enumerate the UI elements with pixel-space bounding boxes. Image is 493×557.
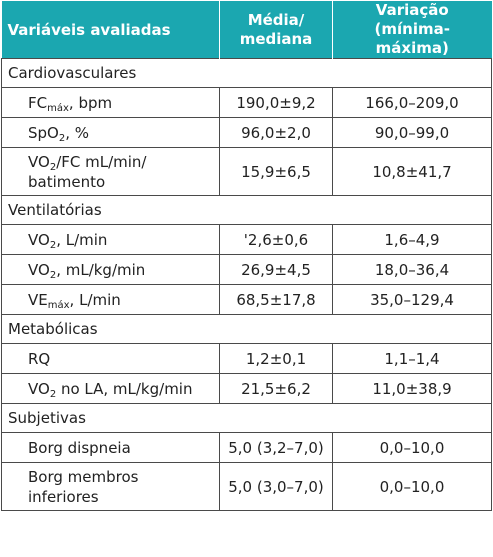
table-row: VEmáx, L/min 68,5±17,8 35,0–129,4 (1, 284, 492, 315)
row-mean: 68,5±17,8 (219, 284, 333, 315)
row-range: 0,0–10,0 (332, 462, 492, 511)
table-row: VO2/FC mL/min/batimento 15,9±6,5 10,8±41… (1, 147, 492, 196)
header-variables: Variáveis avaliadas (1, 1, 220, 59)
section-title: Ventilatórias (1, 195, 492, 225)
section-row: Cardiovasculares (1, 58, 492, 88)
row-range: 11,0±38,9 (332, 373, 492, 404)
table-row: Borg dispneia 5,0 (3,2–7,0) 0,0–10,0 (1, 432, 492, 463)
table-row: VO2, mL/kg/min 26,9±4,5 18,0–36,4 (1, 254, 492, 285)
table-row: FCmáx, bpm 190,0±9,2 166,0–209,0 (1, 87, 492, 118)
table-row: VO2, L/min '2,6±0,6 1,6–4,9 (1, 224, 492, 255)
table-row: Borg membros inferiores 5,0 (3,0–7,0) 0,0… (1, 462, 492, 511)
row-label: SpO2, % (1, 117, 220, 148)
table-header-row: Variáveis avaliadas Média/ mediana Varia… (1, 1, 492, 59)
row-mean: 5,0 (3,2–7,0) (219, 432, 333, 463)
row-range: 1,6–4,9 (332, 224, 492, 255)
table-row: VO2 no LA, mL/kg/min 21,5±6,2 11,0±38,9 (1, 373, 492, 404)
row-label: FCmáx, bpm (1, 87, 220, 118)
row-label: VO2, L/min (1, 224, 220, 255)
section-row: Ventilatórias (1, 195, 492, 225)
table-row: RQ 1,2±0,1 1,1–1,4 (1, 343, 492, 374)
row-range: 18,0–36,4 (332, 254, 492, 285)
section-title: Metabólicas (1, 314, 492, 344)
section-title: Subjetivas (1, 403, 492, 433)
row-label: VEmáx, L/min (1, 284, 220, 315)
section-row: Metabólicas (1, 314, 492, 344)
row-mean: '2,6±0,6 (219, 224, 333, 255)
row-range: 10,8±41,7 (332, 147, 492, 196)
row-label: Borg membros inferiores (1, 462, 220, 511)
row-mean: 15,9±6,5 (219, 147, 333, 196)
row-mean: 190,0±9,2 (219, 87, 333, 118)
section-row: Subjetivas (1, 403, 492, 433)
row-range: 35,0–129,4 (332, 284, 492, 315)
section-title: Cardiovasculares (1, 58, 492, 88)
header-range-line1: Variação (375, 1, 449, 19)
header-range-line2: (mínima-máxima) (374, 20, 450, 57)
row-range: 90,0–99,0 (332, 117, 492, 148)
row-mean: 1,2±0,1 (219, 343, 333, 374)
header-mean-line1: Média/ (247, 10, 305, 29)
header-mean: Média/ mediana (219, 1, 333, 59)
row-label: VO2, mL/kg/min (1, 254, 220, 285)
row-range: 166,0–209,0 (332, 87, 492, 118)
row-label: RQ (1, 343, 220, 374)
row-range: 1,1–1,4 (332, 343, 492, 374)
row-mean: 5,0 (3,0–7,0) (219, 462, 333, 511)
header-range: Variação (mínima-máxima) (332, 1, 492, 59)
row-label: VO2/FC mL/min/batimento (1, 147, 220, 196)
row-mean: 96,0±2,0 (219, 117, 333, 148)
row-range: 0,0–10,0 (332, 432, 492, 463)
header-mean-line2: mediana (239, 29, 313, 48)
results-table: Variáveis avaliadas Média/ mediana Varia… (1, 1, 492, 511)
row-mean: 26,9±4,5 (219, 254, 333, 285)
row-label: VO2 no LA, mL/kg/min (1, 373, 220, 404)
row-mean: 21,5±6,2 (219, 373, 333, 404)
table-row: SpO2, % 96,0±2,0 90,0–99,0 (1, 117, 492, 148)
row-label: Borg dispneia (1, 432, 220, 463)
